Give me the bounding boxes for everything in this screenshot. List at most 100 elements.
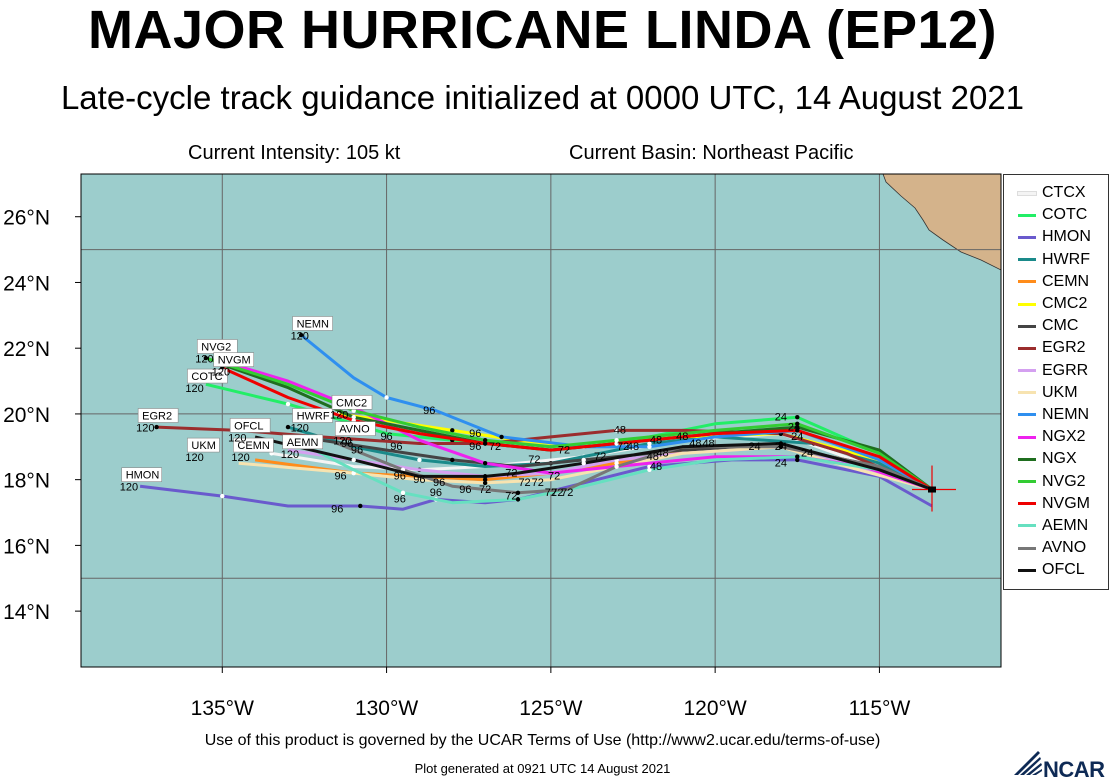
- track-point: [351, 415, 356, 420]
- track-point: [795, 454, 800, 459]
- forecast-hour-label: 96: [380, 431, 392, 443]
- legend-item-egrr: EGRR: [1004, 360, 1108, 382]
- legend-item-hwrf: HWRF: [1004, 249, 1108, 271]
- forecast-hour-label: 96: [334, 471, 346, 483]
- track-ukm: [238, 445, 933, 491]
- model-tag-box: [334, 421, 376, 436]
- legend-item-ngx2: NGX2: [1004, 426, 1108, 448]
- legend-swatch: [1018, 369, 1036, 373]
- current-position-dot: [928, 486, 936, 493]
- model-tag-box: [229, 418, 271, 433]
- legend-swatch: [1018, 413, 1036, 417]
- y-tick-label: 16°N: [3, 535, 50, 558]
- track-point: [515, 497, 521, 502]
- legend-label: OFCL: [1042, 561, 1085, 579]
- forecast-hour-label: 24: [775, 458, 787, 470]
- model-tag-box: [187, 437, 220, 453]
- forecast-hour-label: 72: [489, 441, 501, 453]
- legend-label: EGR2: [1042, 339, 1086, 357]
- legend-swatch: [1017, 190, 1037, 196]
- y-tick-label: 14°N: [3, 601, 50, 624]
- forecast-hour-label: 24: [775, 412, 787, 424]
- forecast-hour-label: 24: [748, 441, 760, 453]
- legend-swatch: [1018, 213, 1036, 217]
- track-point: [614, 428, 619, 433]
- forecast-hour-label: 48: [647, 451, 659, 463]
- model-tag-cotc: COTC: [191, 371, 222, 383]
- model-tag-box: [121, 467, 163, 482]
- y-tick-label: 20°N: [3, 404, 50, 427]
- forecast-hour-label: 72: [479, 484, 491, 496]
- model-tag-box: [331, 395, 373, 410]
- track-point: [203, 355, 209, 361]
- terms-of-use: Use of this product is governed by the U…: [204, 732, 881, 749]
- model-tag-box: [137, 408, 179, 423]
- x-tick-label: 135°W: [191, 697, 254, 720]
- legend-label: COTC: [1042, 206, 1088, 224]
- track-point: [581, 461, 586, 466]
- forecast-hour-label: 96: [394, 494, 406, 506]
- track-point: [285, 401, 291, 407]
- legend-swatch: [1018, 235, 1036, 239]
- forecast-hour-label: 96: [469, 441, 481, 453]
- y-tick-label: 18°N: [3, 470, 50, 493]
- plot-generated-time: Plot generated at 0921 UTC 14 August 202…: [414, 761, 671, 776]
- y-tick-label: 24°N: [3, 272, 50, 295]
- model-tag-box: [233, 437, 274, 453]
- forecast-hour-label: 96: [423, 405, 435, 417]
- forecast-hour-label: 24: [791, 431, 803, 443]
- map-frame: [80, 173, 1002, 668]
- model-tag-hour: 120: [185, 452, 203, 464]
- legend-swatch: [1018, 524, 1036, 528]
- legend-item-avno: AVNO: [1004, 537, 1108, 559]
- model-tag-nemn: NEMN: [297, 318, 329, 330]
- legend-swatch: [1018, 346, 1036, 350]
- forecast-hour-label: 72: [594, 451, 606, 463]
- forecast-hour-label: 24: [788, 421, 800, 433]
- x-tick-label: 120°W: [684, 697, 747, 720]
- forecast-hour-label: 48: [650, 435, 662, 447]
- y-tick-label: 26°N: [3, 207, 50, 230]
- legend-item-nemn: NEMN: [1004, 404, 1108, 426]
- track-point: [298, 332, 304, 338]
- track-point: [581, 457, 586, 463]
- legend-swatch: [1018, 502, 1036, 506]
- track-point: [450, 428, 455, 433]
- forecast-hour-label: 48: [614, 425, 626, 437]
- track-point: [351, 470, 356, 476]
- model-tag-avno: AVNO: [339, 424, 370, 436]
- legend-label: NVG2: [1042, 472, 1086, 490]
- model-tag-nvg2: NVG2: [201, 341, 231, 353]
- forecast-hour-label: 72: [528, 454, 540, 466]
- forecast-hour-label: 96: [341, 438, 353, 450]
- legend-label: NVGM: [1042, 494, 1090, 512]
- forecast-hour-label: 72: [532, 477, 544, 489]
- page-subtitle: Late-cycle track guidance initialized at…: [60, 79, 1025, 116]
- model-tag-box: [213, 352, 255, 367]
- x-tick-label: 125°W: [519, 697, 582, 720]
- legend-item-cemn: CEMN: [1004, 271, 1108, 293]
- track-point: [614, 441, 619, 446]
- model-tag-hour: 120: [136, 423, 154, 435]
- legend-item-ctcx: CTCX: [1004, 182, 1108, 204]
- forecast-hour-label: 24: [775, 441, 787, 453]
- track-point: [614, 438, 619, 443]
- forecast-hour-label: 72: [561, 487, 573, 499]
- model-tag-hour: 120: [120, 482, 138, 494]
- track-point: [220, 493, 225, 499]
- model-tag-cmc2: CMC2: [336, 397, 367, 409]
- ncar-logo-text: NCAR: [1043, 757, 1105, 782]
- forecast-hour-label: 72: [551, 487, 563, 499]
- track-point: [154, 424, 159, 430]
- legend-item-cmc2: CMC2: [1004, 293, 1108, 315]
- legend-item-ngx: NGX: [1004, 448, 1108, 470]
- current-basin: Current Basin: Northeast Pacific: [569, 142, 854, 164]
- legend-label: EGRR: [1042, 361, 1089, 379]
- model-tag-hwrf: HWRF: [297, 411, 330, 423]
- track-point: [647, 467, 652, 472]
- model-tag-aemn: AEMN: [287, 437, 319, 449]
- model-tag-ofcl: OFCL: [234, 420, 263, 432]
- legend-label: NEMN: [1042, 405, 1090, 423]
- track-point: [795, 457, 800, 463]
